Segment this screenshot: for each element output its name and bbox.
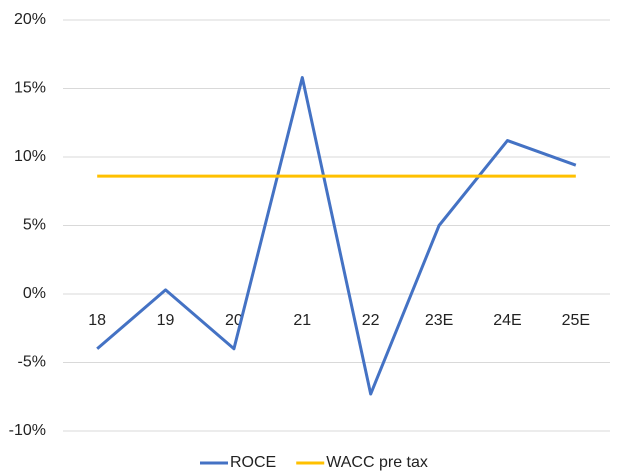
y-tick-label: -10%: [9, 422, 46, 439]
y-tick-label: 20%: [14, 11, 46, 28]
x-tick-label: 22: [362, 312, 380, 329]
x-tick-label: 24E: [493, 312, 521, 329]
x-tick-label: 23E: [425, 312, 453, 329]
x-tick-label: 21: [293, 312, 311, 329]
legend-label: ROCE: [230, 454, 276, 471]
x-tick-label: 25E: [562, 312, 590, 329]
y-tick-label: 5%: [23, 217, 46, 234]
x-tick-label: 19: [157, 312, 175, 329]
y-tick-label: 15%: [14, 80, 46, 97]
x-tick-label: 18: [88, 312, 106, 329]
legend-label: WACC pre tax: [326, 454, 428, 471]
y-tick-label: 0%: [23, 285, 46, 302]
series-line: [96, 76, 577, 396]
y-tick-label: 10%: [14, 148, 46, 165]
y-tick-label: -5%: [18, 354, 46, 371]
